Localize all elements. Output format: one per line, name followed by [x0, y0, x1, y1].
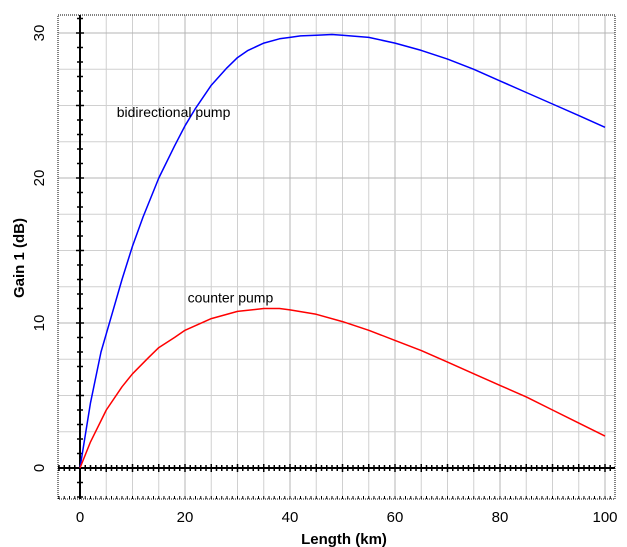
- annotation-bidirectional-pump: bidirectional pump: [117, 104, 231, 120]
- x-tick-label: 40: [282, 509, 299, 526]
- x-tick-label: 60: [387, 509, 404, 526]
- y-tick-label: 20: [31, 170, 48, 187]
- x-tick-label: 0: [76, 509, 84, 526]
- x-axis-title: Length (km): [301, 531, 387, 547]
- series-line-bidirectional-pump: [79, 33, 606, 469]
- series-group: [79, 33, 606, 469]
- annotation-counter-pump: counter pump: [188, 290, 274, 306]
- series-line-counter-pump: [79, 307, 606, 469]
- axes: [58, 15, 615, 499]
- y-tick-label: 0: [31, 464, 48, 472]
- grid: [58, 15, 615, 499]
- plot-area: [58, 15, 615, 499]
- annotations: bidirectional pump counter pump: [117, 104, 274, 306]
- x-tick-label: 80: [492, 509, 509, 526]
- y-tick-label: 10: [31, 315, 48, 332]
- y-axis-title: Gain 1 (dB): [11, 218, 28, 298]
- tick-labels: 0 20 40 60 80 100 0 10 20 30: [31, 25, 618, 526]
- x-tick-label: 100: [592, 509, 617, 526]
- plot-border: [57, 14, 616, 500]
- y-tick-label: 30: [31, 25, 48, 42]
- x-tick-label: 20: [177, 509, 194, 526]
